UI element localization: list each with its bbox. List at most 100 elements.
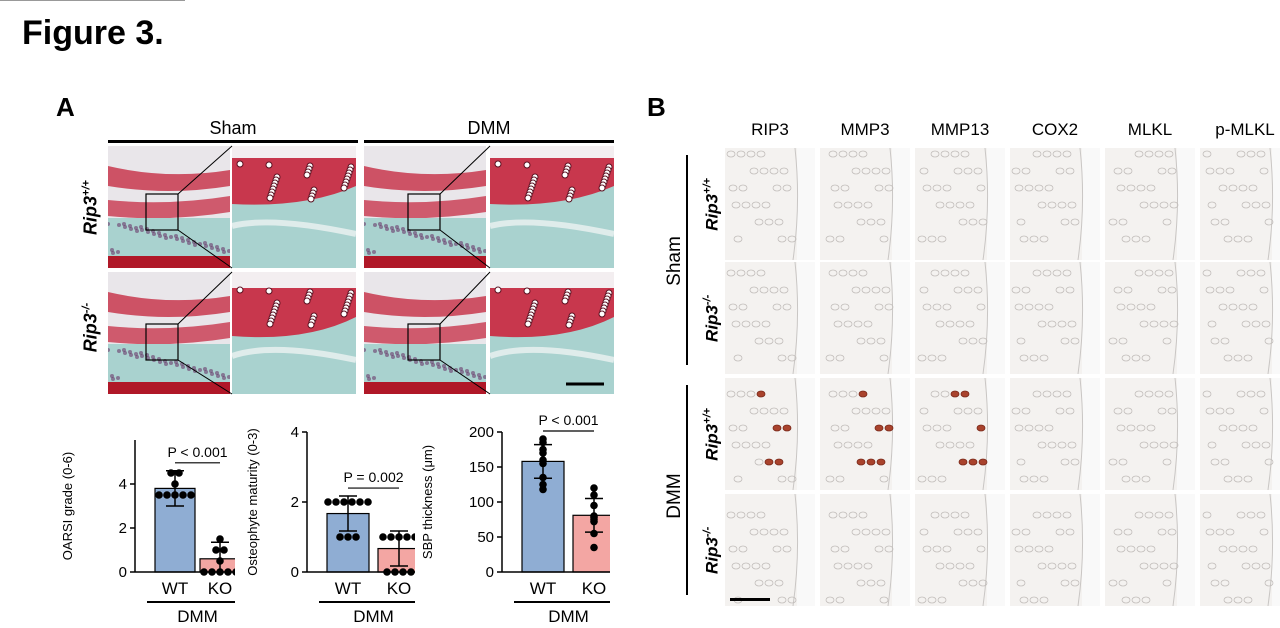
- data-point: [590, 529, 598, 538]
- ihc-column-header: MMP13: [930, 120, 990, 139]
- data-point: [387, 533, 395, 541]
- y-tick-label: 4: [291, 424, 299, 441]
- data-point: [324, 498, 332, 506]
- ihc-image: [725, 148, 815, 260]
- ihc-image: [1105, 494, 1195, 606]
- histology-overview-image: [364, 272, 486, 394]
- ihc-image: [1010, 378, 1100, 490]
- ihc-image: [1200, 378, 1280, 490]
- panel-b-row-label-dmm-wt: Rip3+/+: [701, 407, 722, 461]
- y-tick-label: 50: [477, 529, 494, 546]
- panel-b-letter: B: [647, 92, 666, 122]
- y-axis-label: OARSI grade (0-6): [60, 452, 75, 560]
- osteophyte-maturity-chart: 0 2 4 Osteophyte maturity (0-3) WT KO P = 0.00…: [245, 424, 415, 626]
- data-point: [216, 535, 224, 543]
- histology-zoom-image: [490, 146, 614, 268]
- group-label-dmm: DMM: [467, 118, 511, 138]
- figure-title: Figure 3.: [22, 14, 164, 52]
- group-label: DMM: [548, 607, 589, 626]
- ihc-image: [1105, 262, 1195, 374]
- y-tick-label: 100: [469, 494, 494, 511]
- data-point: [163, 491, 171, 499]
- ihc-image: [1105, 378, 1195, 490]
- data-point: [352, 533, 360, 541]
- histology-overview-image: [364, 146, 486, 268]
- histology-zoom-image: [232, 146, 356, 268]
- data-point: [539, 485, 547, 494]
- ihc-column-header: p-MLKL: [1215, 120, 1275, 139]
- p-value-label: P = 0.002: [343, 469, 403, 485]
- ihc-image: [820, 262, 910, 374]
- data-point: [590, 491, 598, 499]
- bar-ko: [572, 514, 610, 573]
- p-value-label: P < 0.001: [538, 412, 598, 428]
- zoom-connector-lines: [177, 145, 604, 395]
- data-point: [216, 557, 224, 565]
- panel-b-row-label-sham-wt: Rip3+/+: [701, 177, 722, 231]
- data-point: [539, 449, 547, 457]
- ihc-column-header: RIP3: [751, 120, 789, 139]
- ihc-column-header: MLKL: [1127, 120, 1173, 139]
- data-point: [179, 491, 187, 499]
- y-axis-label: SBP thickness (μm): [420, 445, 435, 559]
- data-point: [220, 546, 228, 554]
- x-tick-label: WT: [335, 579, 361, 598]
- group-line-dmm: [364, 140, 614, 143]
- ihc-image: [1200, 262, 1280, 374]
- group-line-sham: [108, 140, 358, 143]
- data-point: [539, 459, 547, 468]
- data-point: [590, 517, 598, 526]
- data-point: [364, 498, 372, 506]
- oarsi-grade-chart: 0 2 4 OARSI grade (0-6) WT KO P < 0.001 DMM: [60, 440, 235, 626]
- data-point: [590, 501, 598, 510]
- panel-b-group-dmm: DMM: [664, 473, 685, 519]
- histology-zoom-image: [490, 272, 614, 394]
- y-tick-label: 150: [469, 459, 494, 476]
- x-tick-label: WT: [162, 579, 188, 598]
- data-point: [187, 491, 195, 499]
- y-tick-label: 4: [119, 476, 127, 493]
- ihc-image: [820, 378, 910, 490]
- ihc-image: [1010, 262, 1100, 374]
- panel-b-dmm-bracket: [686, 385, 688, 595]
- ihc-image: [725, 262, 815, 374]
- panel-b-row-label-dmm-ko: Rip3-/-: [701, 526, 722, 574]
- histology-zoom-image: [232, 272, 356, 394]
- group-label: DMM: [353, 607, 394, 626]
- data-point: [395, 533, 403, 541]
- data-point: [340, 498, 348, 506]
- ihc-image: [820, 148, 910, 260]
- data-point: [348, 498, 356, 506]
- y-tick-label: 2: [119, 520, 127, 537]
- group-label: DMM: [177, 607, 218, 626]
- y-tick-label: 0: [291, 564, 299, 581]
- ihc-image: [1010, 494, 1100, 606]
- data-point: [411, 533, 415, 541]
- data-point: [344, 533, 352, 541]
- top-rule: [0, 0, 185, 1]
- y-axis-label: Osteophyte maturity (0-3): [245, 428, 260, 575]
- ihc-image: [915, 494, 1005, 606]
- ihc-image: [1105, 148, 1195, 260]
- data-point: [539, 438, 547, 447]
- data-point: [356, 498, 364, 506]
- x-tick-label: KO: [387, 579, 412, 598]
- data-point: [403, 533, 411, 541]
- ihc-image: [1200, 148, 1280, 260]
- y-tick-label: 200: [469, 424, 494, 441]
- data-point: [539, 473, 547, 482]
- data-point: [590, 543, 598, 552]
- data-point: [332, 498, 340, 506]
- panel-b-sham-bracket: [686, 155, 688, 365]
- ihc-image: [1010, 148, 1100, 260]
- histology-overview-image: [108, 272, 230, 394]
- data-point: [167, 469, 175, 477]
- ihc-column-header: MMP3: [840, 120, 890, 139]
- ihc-image: [1200, 494, 1280, 606]
- panel-b-row-label-sham-ko: Rip3-/-: [701, 294, 722, 342]
- data-point: [155, 491, 163, 499]
- group-label-sham: Sham: [209, 118, 257, 138]
- x-tick-label: KO: [208, 579, 233, 598]
- ihc-column-header: COX2: [1031, 120, 1079, 139]
- ihc-image: [915, 378, 1005, 490]
